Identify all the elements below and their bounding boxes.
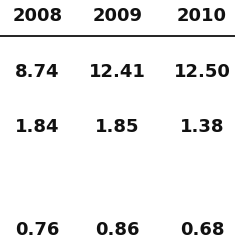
Text: 0.68: 0.68: [180, 221, 224, 235]
Text: 1.84: 1.84: [15, 118, 60, 136]
Text: 12.50: 12.50: [174, 63, 231, 82]
Text: 1.85: 1.85: [95, 118, 140, 136]
Text: 0.86: 0.86: [95, 221, 140, 235]
Text: 0.76: 0.76: [16, 221, 60, 235]
Text: 1.38: 1.38: [180, 118, 224, 136]
Text: 12.41: 12.41: [89, 63, 146, 82]
Text: 2010: 2010: [177, 7, 227, 25]
Text: 2009: 2009: [93, 7, 142, 25]
Text: 8.74: 8.74: [15, 63, 60, 82]
Text: 2008: 2008: [12, 7, 63, 25]
